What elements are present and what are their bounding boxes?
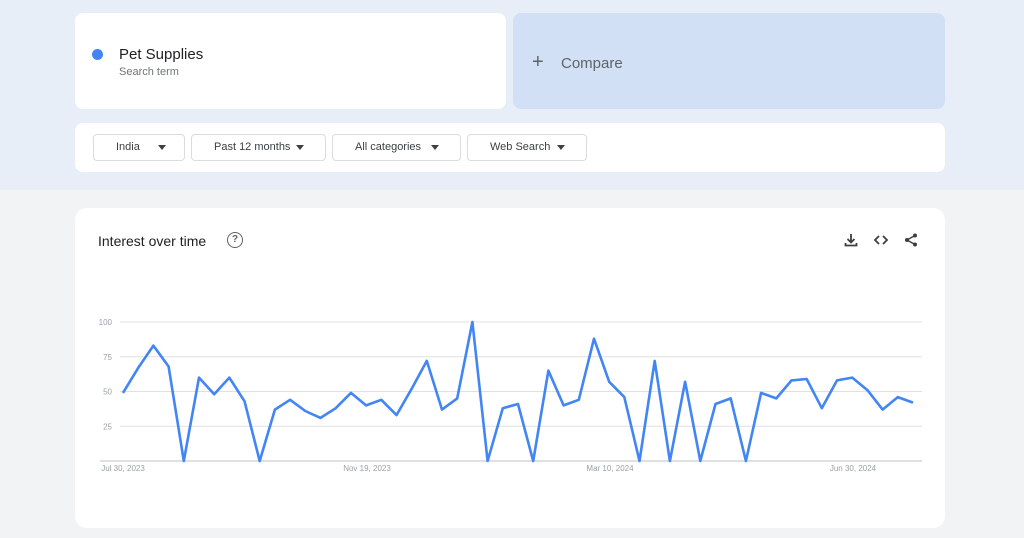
category-filter[interactable]: All categories [332, 134, 461, 161]
category-filter-label: All categories [355, 141, 422, 153]
help-circle-icon[interactable]: ? [227, 232, 243, 248]
caret-down-icon [296, 145, 304, 150]
region-filter[interactable]: India [93, 134, 185, 161]
x-tick-label: Jun 30, 2024 [830, 464, 877, 473]
search-type-filter[interactable]: Web Search [467, 134, 587, 161]
search-type-filter-label: Web Search [490, 141, 551, 153]
series-color-dot [92, 49, 103, 60]
caret-down-icon [431, 145, 439, 150]
x-tick-label: Mar 10, 2024 [586, 464, 634, 473]
search-term-card[interactable] [75, 13, 506, 109]
y-tick-label: 50 [103, 388, 112, 397]
time-range-filter-label: Past 12 months [214, 141, 291, 153]
search-term-name[interactable]: Pet Supplies [119, 46, 204, 63]
region-filter-label: India [116, 141, 140, 153]
time-range-filter[interactable]: Past 12 months [191, 134, 326, 161]
plus-icon: + [532, 51, 544, 73]
caret-down-icon [158, 145, 166, 150]
x-tick-label: Jul 30, 2023 [101, 464, 145, 473]
x-tick-label: Nov 19, 2023 [343, 464, 391, 473]
caret-down-icon [557, 145, 565, 150]
download-icon[interactable] [843, 232, 859, 248]
share-icon[interactable] [903, 232, 919, 248]
search-term-subtitle: Search term [119, 66, 179, 78]
embed-code-icon[interactable] [873, 232, 889, 248]
y-tick-label: 75 [103, 353, 112, 362]
interest-over-time-card [75, 208, 945, 528]
compare-label[interactable]: Compare [561, 55, 623, 72]
series-line-pet-supplies[interactable] [121, 320, 914, 463]
chart-title: Interest over time [98, 233, 207, 249]
compare-button[interactable] [513, 13, 945, 109]
y-tick-label: 100 [99, 318, 113, 327]
y-tick-label: 25 [103, 422, 112, 431]
